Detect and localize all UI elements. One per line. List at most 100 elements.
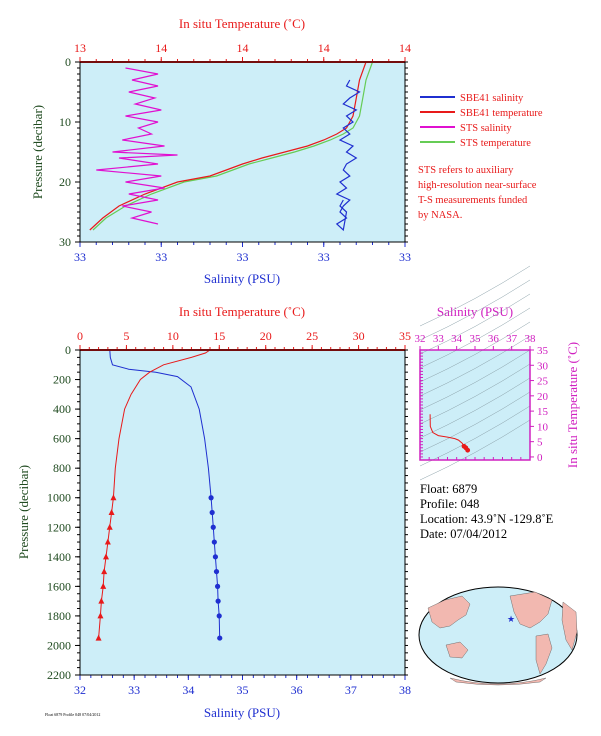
temperature-point: [101, 568, 108, 575]
bottom-temp-tick-label: 35: [399, 329, 411, 343]
salinity-point: [210, 524, 216, 530]
legend-label: STS salinity: [460, 123, 512, 134]
ts-temp-tick-label: 5: [537, 437, 543, 449]
density-contour: [419, 419, 531, 481]
bottom-temp-tick-label: 0: [77, 329, 83, 343]
temperature-point: [108, 509, 115, 515]
bottom-temp-tick-label: 5: [123, 329, 129, 343]
ts-temp-tick-label: 15: [537, 406, 549, 418]
float-id: Float: 6879: [420, 482, 477, 496]
density-contour: [419, 363, 531, 425]
north-america-landmass: [509, 591, 553, 629]
temperature-point: [104, 538, 111, 545]
ts-plot-area: [420, 350, 530, 460]
temperature-point: [100, 582, 107, 589]
europe-africa-landmass: [561, 601, 578, 651]
australia-landmass: [445, 641, 469, 659]
south-america-landmass: [535, 633, 553, 675]
bottom-sal-tick-label: 38: [399, 683, 411, 697]
legend-note-line-1: STS refers to auxiliary: [418, 165, 514, 176]
top-panel: In situ Temperature (˚C) 13 14 14 14 14 33 33…: [30, 16, 411, 286]
density-contour: [419, 335, 531, 397]
bottom-temp-axis-title: In situ Temperature (˚C): [179, 304, 305, 319]
legend-label: STS temperature: [460, 138, 531, 149]
top-temp-tick-label: 14: [318, 41, 330, 55]
top-temp-tick-label: 13: [74, 41, 86, 55]
ts-temp-tick-label: 0: [537, 452, 543, 464]
ts-sal-tick-label: 34: [451, 333, 463, 345]
bottom-sal-ticks: 32 33 34 35 36 37 38: [74, 675, 411, 697]
bottom-pressure-axis-title: Pressure (decibar): [16, 465, 31, 559]
ts-sal-tick-label: 37: [506, 333, 518, 345]
bottom-sal-tick-label: 36: [291, 683, 303, 697]
ts-panel: Salinity (PSU) 32 33 34 35 36 37 38 0 5 10 15 20 25…: [415, 265, 580, 481]
top-pressure-axis-title: Pressure (decibar): [30, 105, 45, 199]
salinity-point: [212, 554, 219, 560]
salinity-point: [217, 635, 223, 641]
temperature-point: [103, 553, 109, 560]
top-pressure-tick-label: 10: [59, 115, 71, 129]
top-temp-ticks: 13 14 14 14 14: [74, 41, 411, 62]
top-plot-area: [80, 62, 405, 242]
salinity-point: [216, 613, 222, 619]
legend-label: SBE41 temperature: [460, 108, 543, 119]
ts-density-contours: [419, 265, 531, 481]
ts-temp-tick-label: 35: [537, 345, 549, 357]
map-continents: [427, 591, 578, 686]
ts-salinity-axis-title: Salinity (PSU): [437, 304, 513, 319]
ts-sal-tick-label: 33: [433, 333, 445, 345]
legend-label: SBE41 salinity: [460, 93, 524, 104]
bottom-pressure-ticks: 0 200 400 600 800 1000 1200 1400 1600 1800 2000 220…: [47, 343, 408, 682]
antarctica-landmass: [449, 677, 547, 686]
legend-note-line-2: high-resolution near-surface: [418, 180, 537, 191]
world-map: ★: [418, 586, 578, 686]
ts-temp-axis-title: In situ Temperature (˚C): [565, 342, 580, 468]
bottom-temp-ticks: 0 5 10 15 20 25 30 35: [77, 329, 411, 350]
float-info: Float: 6879 Profile: 048 Location: 43.9˚…: [420, 482, 554, 541]
bottom-plot-frame: [79, 349, 406, 676]
ts-point: [465, 447, 471, 453]
top-temp-tick-label: 14: [237, 41, 249, 55]
date: Date: 07/04/2012: [420, 527, 507, 541]
ts-temp-ticks: 0 5 10 15 20 25 30 35: [420, 345, 549, 464]
top-plot-frame: [79, 61, 406, 243]
top-pressure-tick-label: 30: [59, 235, 71, 249]
temperature-point: [110, 494, 117, 501]
top-salinity-axis-title: Salinity (PSU): [204, 271, 280, 286]
footer-note: Float 6879 Profile 048 07/04/2012: [45, 712, 100, 717]
top-sal-tick-label: 33: [399, 250, 411, 264]
legend-note-line-4: by NASA.: [418, 210, 462, 221]
ts-temp-tick-label: 20: [537, 391, 549, 403]
bottom-pressure-tick-label: 1000: [47, 491, 71, 505]
top-pressure-tick-label: 20: [59, 175, 71, 189]
density-contour: [419, 293, 531, 355]
ts-sal-tick-label: 38: [525, 333, 537, 345]
top-sal-tick-label: 33: [237, 250, 249, 264]
top-pressure-tick-label: 0: [65, 55, 71, 69]
top-series: [89, 61, 374, 232]
bottom-pressure-tick-label: 1400: [47, 550, 71, 564]
top-temp-tick-label: 14: [399, 41, 411, 55]
density-contour: [419, 349, 531, 411]
bottom-pressure-tick-label: 2000: [47, 638, 71, 652]
bottom-sal-tick-label: 37: [345, 683, 357, 697]
bottom-temp-tick-label: 10: [167, 329, 179, 343]
temperature-point: [98, 597, 105, 604]
bottom-temp-tick-label: 30: [353, 329, 365, 343]
bottom-pressure-tick-label: 2200: [47, 668, 71, 682]
temperature-point: [95, 634, 102, 641]
bottom-pressure-tick-label: 800: [53, 461, 71, 475]
density-contour: [419, 265, 531, 327]
top-sal-tick-label: 33: [318, 250, 330, 264]
salinity-point: [214, 583, 221, 589]
bottom-panel: In situ Temperature (˚C) 0 5 10 15 20 25 30 35 …: [16, 304, 411, 720]
bottom-sal-tick-label: 34: [182, 683, 194, 697]
top-temp-axis-title: In situ Temperature (˚C): [179, 16, 305, 31]
top-sal-tick-label: 33: [155, 250, 167, 264]
ts-sal-tick-label: 32: [415, 333, 426, 345]
ts-temp-tick-label: 10: [537, 421, 549, 433]
bottom-sal-tick-label: 33: [128, 683, 140, 697]
salinity-point: [215, 598, 221, 604]
bottom-plot-area: [80, 350, 405, 675]
